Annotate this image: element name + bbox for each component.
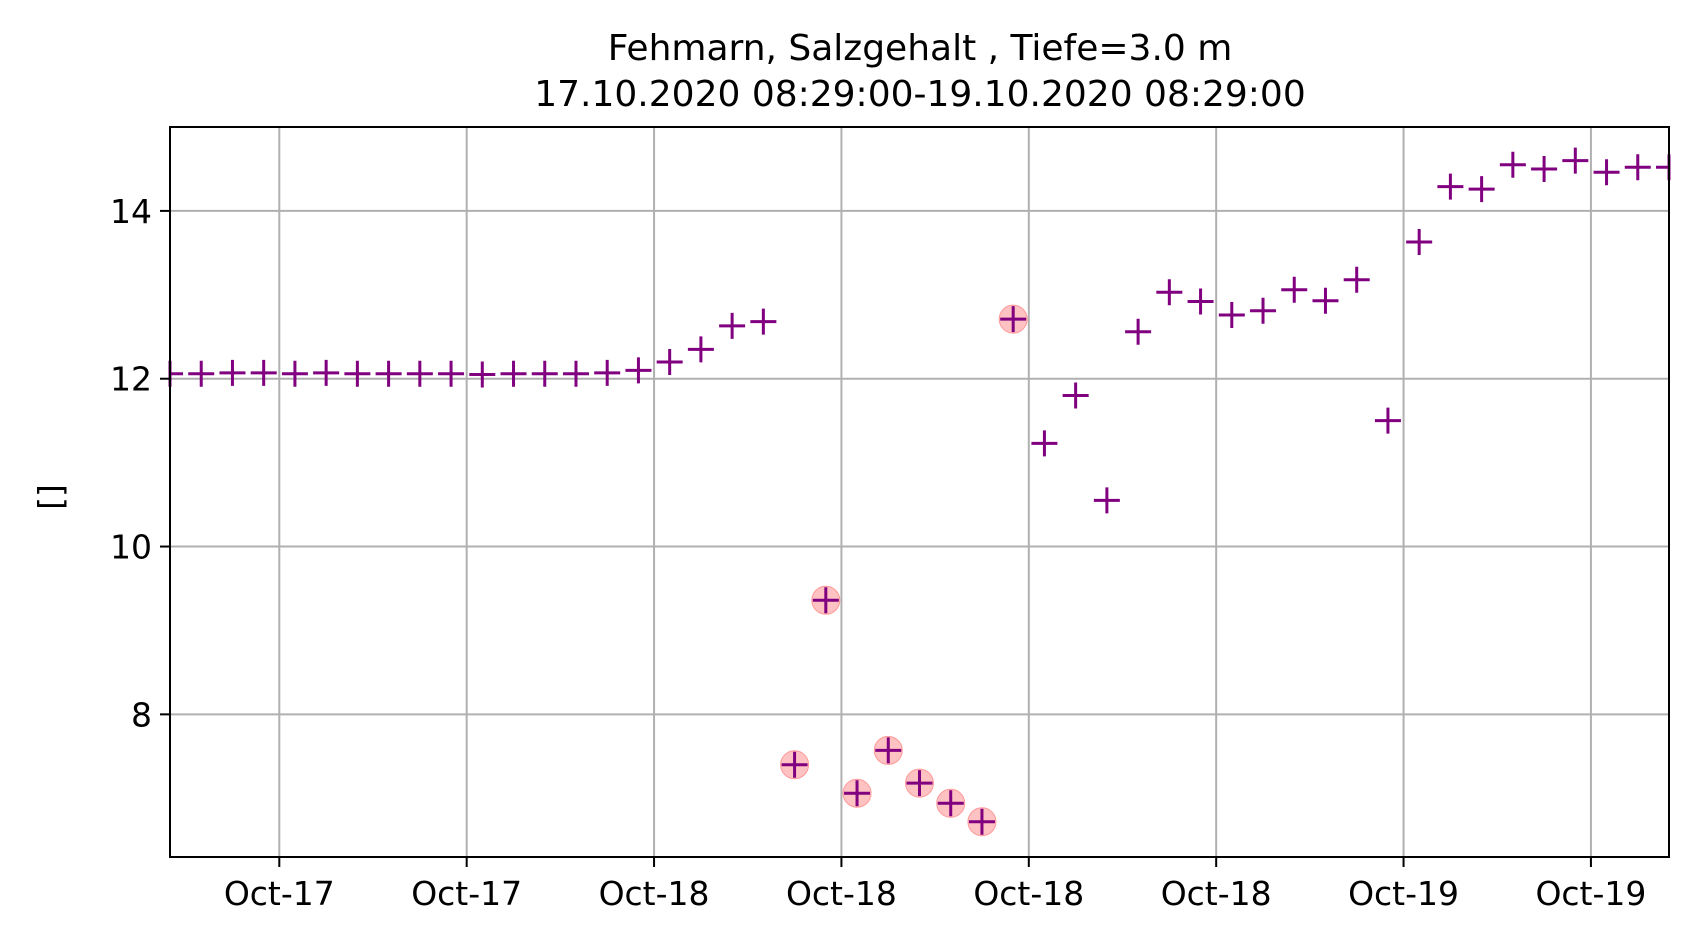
data-point — [656, 348, 683, 375]
data-point — [906, 770, 933, 797]
data-point — [1531, 155, 1558, 182]
data-point — [438, 360, 465, 387]
data-point — [562, 360, 589, 387]
data-point — [406, 360, 433, 387]
x-tick-label: Oct-17 — [411, 874, 522, 913]
data-point — [1093, 487, 1120, 514]
data-point — [531, 360, 558, 387]
data-point — [594, 359, 621, 386]
x-tick-label: Oct-17 — [224, 874, 335, 913]
x-tick-label: Oct-18 — [786, 874, 897, 913]
data-point — [968, 808, 995, 835]
data-point — [1156, 279, 1183, 306]
data-point — [1343, 266, 1370, 293]
x-tick-label: Oct-19 — [1348, 874, 1459, 913]
data-point — [1187, 288, 1214, 315]
data-point — [1374, 407, 1401, 434]
data-point — [844, 780, 871, 807]
data-point — [1593, 159, 1620, 186]
data-point — [1562, 147, 1589, 174]
data-point — [344, 360, 371, 387]
data-point — [281, 360, 308, 387]
data-point — [1281, 276, 1308, 303]
data-point — [500, 360, 527, 387]
data-point — [625, 357, 652, 384]
data-point — [1062, 382, 1089, 409]
axis-ticks: Oct-17 Oct-17 Oct-18 Oct-18 Oct-18 Oct-18 Oct-… — [110, 192, 1646, 913]
x-tick-label: Oct-18 — [1161, 874, 1272, 913]
data-point — [937, 790, 964, 817]
data-point — [719, 312, 746, 339]
data-point — [781, 751, 808, 778]
x-tick-label: Oct-18 — [599, 874, 710, 913]
x-tick-label: Oct-18 — [973, 874, 1084, 913]
data-point — [1499, 151, 1526, 178]
data-point — [812, 587, 839, 614]
data-point — [188, 360, 215, 387]
x-tick-label: Oct-19 — [1535, 874, 1646, 913]
data-point — [1250, 297, 1277, 324]
data-point — [1656, 154, 1671, 181]
chart-title: Fehmarn, Salzgehalt , Tiefe=3.0 m — [608, 28, 1233, 69]
grid-lines — [170, 127, 1669, 857]
plot-frame — [169, 126, 1670, 858]
data-point — [250, 359, 277, 386]
y-tick-label: 8 — [131, 695, 152, 734]
data-point — [875, 737, 902, 764]
flagged-markers — [780, 304, 1028, 837]
chart-subtitle: 17.10.2020 08:29:00-19.10.2020 08:29:00 — [534, 74, 1306, 115]
data-point — [375, 360, 402, 387]
data-point — [1312, 287, 1339, 314]
data-point — [750, 308, 777, 335]
y-axis-label: [] — [31, 484, 70, 510]
data-point — [219, 359, 246, 386]
y-tick-label: 12 — [110, 360, 152, 399]
data-point — [1000, 306, 1027, 333]
y-tick-label: 14 — [110, 192, 152, 231]
data-point — [313, 359, 340, 386]
data-point — [1624, 154, 1651, 181]
data-markers — [168, 147, 1671, 835]
data-point — [687, 336, 714, 363]
data-point — [1406, 228, 1433, 255]
data-point — [1468, 176, 1495, 203]
data-point — [1031, 430, 1058, 457]
data-point — [1125, 318, 1152, 345]
data-point — [1218, 301, 1245, 328]
data-point — [1437, 173, 1464, 200]
data-point — [168, 360, 183, 387]
data-point — [469, 361, 496, 388]
y-tick-label: 10 — [110, 528, 152, 567]
